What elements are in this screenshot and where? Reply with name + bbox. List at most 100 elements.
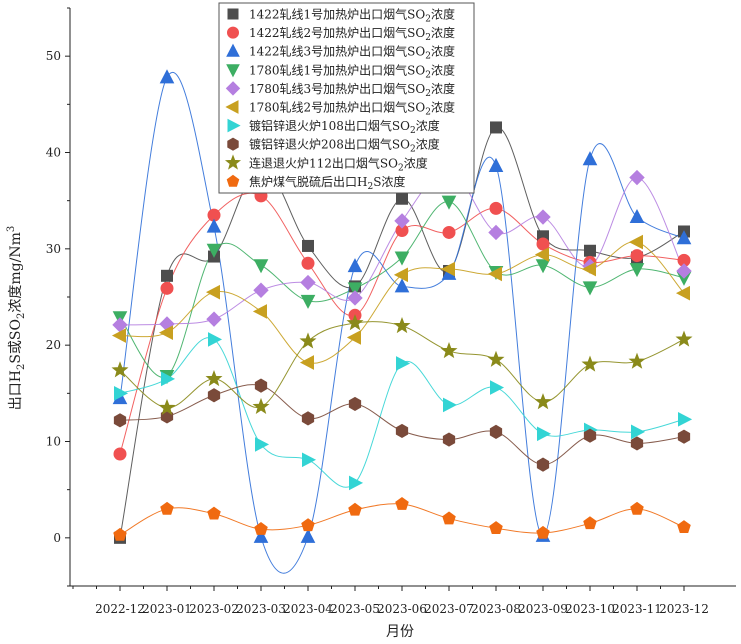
data-point-series-4 (253, 259, 269, 274)
data-point-series-6 (487, 266, 502, 282)
legend-entry-1: 1422轧线1号加热炉出口烟气SO2浓度 (249, 7, 455, 25)
data-point-series-3 (676, 230, 692, 245)
data-point-series-8 (489, 424, 503, 439)
data-point-series-2 (160, 281, 174, 295)
data-point-series-3 (253, 528, 269, 543)
legend-marker-1 (227, 8, 239, 20)
legend-marker-3 (226, 43, 240, 57)
legend-marker-2 (227, 26, 239, 39)
legend-marker-10 (226, 174, 240, 187)
legend-entry-2: 1422轧线2号加热炉出口烟气SO2浓度 (249, 25, 455, 43)
y-tick-label: 20 (46, 338, 61, 352)
data-point-series-10 (583, 516, 597, 530)
data-point-series-3 (394, 278, 410, 293)
data-point-series-7 (490, 380, 505, 395)
data-point-series-8 (113, 413, 127, 428)
data-point-series-2 (301, 256, 315, 270)
data-point-series-6 (581, 261, 596, 277)
data-point-series-5 (206, 311, 222, 327)
y-tick-label: 10 (46, 435, 61, 449)
data-point-series-1 (302, 239, 314, 252)
data-point-series-2 (442, 225, 456, 239)
data-point-series-6 (440, 261, 455, 277)
legend-entry-6: 1780轧线2号加热炉出口烟气SO2浓度 (249, 100, 455, 118)
x-tick-label: 2022-12 (95, 602, 145, 616)
legend-marker-9 (224, 154, 242, 170)
data-point-series-9 (205, 369, 223, 387)
data-point-series-7 (208, 332, 223, 347)
data-point-series-6 (393, 267, 408, 283)
data-point-series-2 (113, 447, 127, 461)
data-point-series-5 (535, 209, 551, 225)
legend: 1422轧线1号加热炉出口烟气SO2浓度1422轧线2号加热炉出口烟气SO2浓度… (218, 2, 475, 194)
x-tick-label: 2023-04 (283, 602, 333, 616)
data-point-series-3 (347, 258, 363, 273)
data-point-series-9 (158, 398, 176, 416)
data-point-series-10 (301, 518, 315, 532)
data-point-series-5 (347, 290, 363, 306)
data-point-series-8 (677, 429, 691, 444)
data-point-series-1 (161, 269, 173, 282)
data-point-series-6 (252, 304, 267, 319)
data-point-series-9 (111, 361, 129, 378)
data-point-series-1 (490, 121, 502, 134)
legend-entry-5: 1780轧线3号加热炉出口烟气SO2浓度 (249, 81, 455, 99)
x-tick-label: 2023-11 (612, 602, 662, 616)
data-point-series-6 (628, 234, 643, 250)
data-point-series-7 (302, 452, 317, 468)
data-point-series-9 (487, 350, 505, 367)
data-point-series-4 (441, 195, 457, 210)
data-point-series-10 (348, 502, 362, 516)
data-point-series-9 (393, 316, 411, 334)
data-point-series-4 (535, 259, 551, 274)
data-point-series-10 (160, 501, 174, 515)
legend-marker-7 (227, 118, 241, 133)
x-tick-label: 2023-07 (424, 602, 474, 616)
data-point-series-4 (300, 294, 316, 309)
data-point-series-10 (536, 525, 550, 539)
data-point-series-2 (630, 249, 644, 263)
data-point-series-6 (111, 328, 126, 343)
axes: 010203040502022-122023-012023-022023-032… (46, 7, 736, 616)
data-point-series-6 (158, 325, 173, 340)
legend-entry-10: 焦炉煤气脱硫后出口H2S浓度 (249, 174, 405, 192)
data-point-series-7 (255, 437, 270, 452)
data-point-series-9 (440, 342, 458, 359)
data-point-series-5 (300, 274, 316, 291)
data-point-series-6 (675, 285, 690, 301)
data-point-series-8 (395, 423, 409, 438)
x-tick-label: 2023-02 (189, 602, 239, 616)
x-tick-label: 2023-03 (236, 602, 286, 616)
data-point-series-4 (347, 282, 363, 297)
y-axis-label: 出口H2S或SO2浓度mg/Nm3 (6, 226, 27, 411)
data-point-series-5 (488, 224, 504, 241)
data-point-series-4 (394, 251, 410, 266)
data-point-series-9 (299, 332, 317, 349)
series-markers (111, 69, 693, 544)
data-point-series-8 (348, 396, 362, 412)
data-point-series-9 (346, 314, 364, 331)
data-point-series-9 (534, 393, 552, 410)
data-point-series-2 (536, 237, 550, 251)
data-point-series-9 (252, 397, 270, 415)
data-point-series-8 (254, 378, 268, 393)
data-point-series-1 (584, 244, 596, 257)
data-point-series-10 (630, 501, 644, 515)
data-point-series-3 (300, 528, 316, 543)
x-tick-label: 2023-08 (471, 602, 521, 616)
data-point-series-7 (631, 424, 646, 440)
data-point-series-6 (205, 284, 220, 300)
legend-marker-8 (227, 137, 239, 151)
x-tick-label: 2023-10 (565, 602, 615, 616)
data-point-series-8 (630, 436, 644, 451)
data-point-series-10 (395, 496, 409, 510)
y-tick-label: 50 (46, 49, 61, 63)
data-point-series-3 (582, 151, 598, 166)
data-point-series-10 (113, 527, 127, 541)
legend-frame (218, 2, 475, 194)
data-point-series-9 (675, 330, 693, 347)
legend-entry-7: 镀铝锌退火炉108出口烟气SO2浓度 (249, 118, 440, 136)
legend-entry-9: 连退退火炉112出口烟气SO2浓度 (249, 155, 428, 173)
data-point-series-6 (299, 355, 314, 370)
